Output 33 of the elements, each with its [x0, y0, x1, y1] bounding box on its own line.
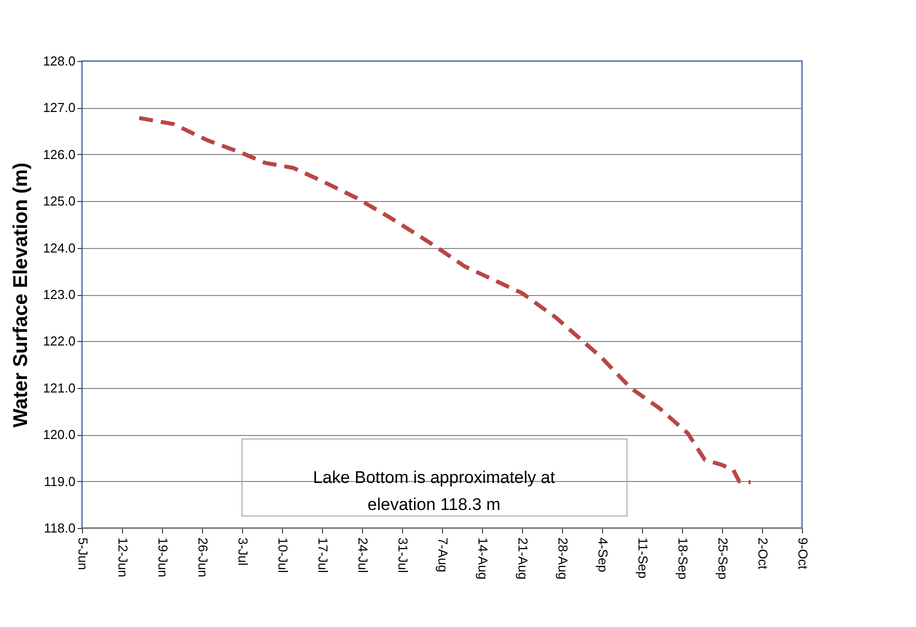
x-tick-label: 19-Jun	[156, 538, 170, 578]
x-tick-label: 25-Sep	[716, 538, 730, 580]
x-tick-label: 9-Oct	[796, 538, 810, 570]
x-tick-label: 5-Jun	[76, 538, 90, 570]
x-tick-label: 4-Sep	[596, 538, 610, 572]
annotation: Lake Bottom is approximately at elevation 118.3 m	[313, 468, 556, 514]
x-tick-label: 28-Aug	[556, 538, 570, 580]
x-tick-label: 11-Sep	[636, 538, 650, 578]
x-tick-label: 10-Jul	[276, 538, 290, 574]
x-tick-label: 26-Jun	[196, 538, 210, 578]
x-tick-label: 31-Jul	[396, 538, 410, 574]
y-tick-label: 123.0	[42, 287, 76, 302]
y-tick-label: 126.0	[42, 146, 76, 162]
y-axis-title: Water Surface Elevation (m)	[10, 162, 32, 428]
y-tick-label: 128.0	[42, 54, 76, 68]
y-tick-label: 120.0	[42, 427, 76, 442]
x-tick-label: 21-Aug	[516, 538, 530, 580]
x-tick-label: 7-Aug	[436, 538, 450, 572]
y-tick-label: 125.0	[42, 194, 76, 209]
y-tick-label: 124.0	[42, 240, 76, 256]
x-tick-label: 12-Jun	[116, 538, 130, 578]
x-tick-label: 17-Jul	[316, 538, 330, 574]
y-tick-label: 119.0	[44, 474, 76, 489]
x-tick-label: 18-Sep	[676, 538, 690, 580]
x-tick-label: 2-Oct	[756, 538, 770, 570]
x-tick-label: 24-Jul	[356, 538, 370, 574]
y-tick-label: 118.0	[44, 520, 76, 536]
y-tick-label: 121.0	[42, 380, 76, 396]
y-tick-label: 122.0	[42, 334, 76, 349]
line-series	[137, 116, 753, 484]
x-tick-label: 3-Jul	[236, 538, 250, 566]
x-tick-label: 14-Aug	[476, 538, 490, 580]
y-tick-label: 127.0	[42, 100, 76, 116]
